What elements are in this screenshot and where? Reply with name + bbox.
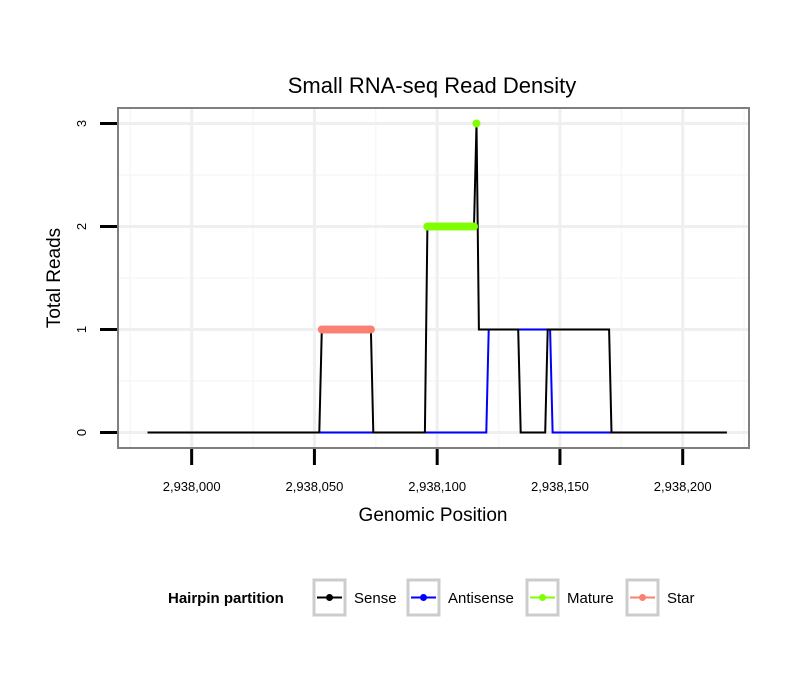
legend-item-star: Star [625,578,695,617]
x-tick-label: 2,938,100 [408,479,466,494]
x-tick-label: 2,938,150 [531,479,589,494]
legend-key-point [639,594,646,601]
legend-label: Sense [354,590,397,607]
data-point-star [366,325,375,334]
y-tick-label: 0 [74,429,89,436]
legend-items: Sense Antisense Mature Star [312,578,695,617]
legend-key-point [539,594,546,601]
series-line-antisense [319,328,612,434]
plot-panel [117,107,750,449]
y-axis: 0 1 2 3 [74,120,117,436]
x-tick-label: 2,938,000 [163,479,221,494]
x-axis-title: Genomic Position [359,505,508,526]
legend-item-mature: Mature [525,578,614,617]
series-layer [147,119,727,434]
legend-item-sense: Sense [312,578,397,617]
legend-label: Mature [567,590,614,607]
y-tick-label: 3 [74,120,89,127]
legend-label: Star [667,590,695,607]
legend-key-point [420,594,427,601]
data-point-mature [470,222,479,231]
x-tick-label: 2,938,200 [654,479,712,494]
legend: Hairpin partition Sense Antisense Mature St… [168,578,695,617]
legend-title: Hairpin partition [168,590,284,607]
y-tick-label: 2 [74,223,89,230]
y-axis-title: Total Reads [44,228,65,328]
legend-key-point [326,594,333,601]
chart-title: Small RNA-seq Read Density [288,73,577,98]
panel-border [117,107,750,449]
x-axis: 2,938,000 2,938,050 2,938,100 2,938,150 2,93… [163,449,712,494]
legend-label: Antisense [448,590,514,607]
x-tick-label: 2,938,050 [285,479,343,494]
data-point-mature [472,119,481,128]
y-tick-label: 1 [74,326,89,333]
legend-item-antisense: Antisense [406,578,514,617]
